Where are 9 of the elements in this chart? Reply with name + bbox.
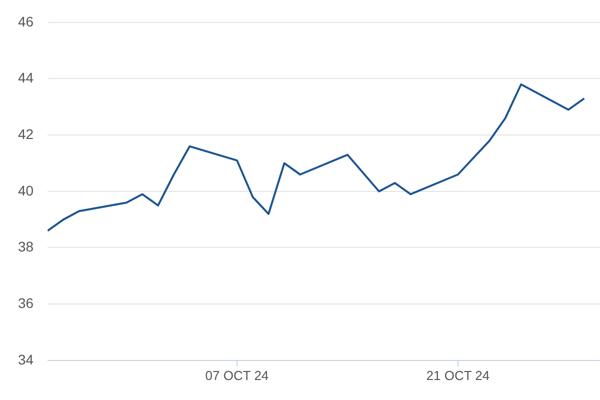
y-tick-label: 42 [18, 126, 34, 142]
y-tick-label: 36 [18, 294, 34, 311]
y-tick-label: 44 [18, 70, 34, 86]
y-tick-label: 34 [18, 351, 34, 368]
x-tick-label: 07 OCT 24 [205, 368, 269, 383]
x-tick-label: 21 OCT 24 [426, 368, 490, 383]
y-tick-label: 38 [18, 238, 34, 255]
y-tick-label: 46 [18, 13, 34, 30]
y-tick-label: 40 [18, 182, 34, 198]
